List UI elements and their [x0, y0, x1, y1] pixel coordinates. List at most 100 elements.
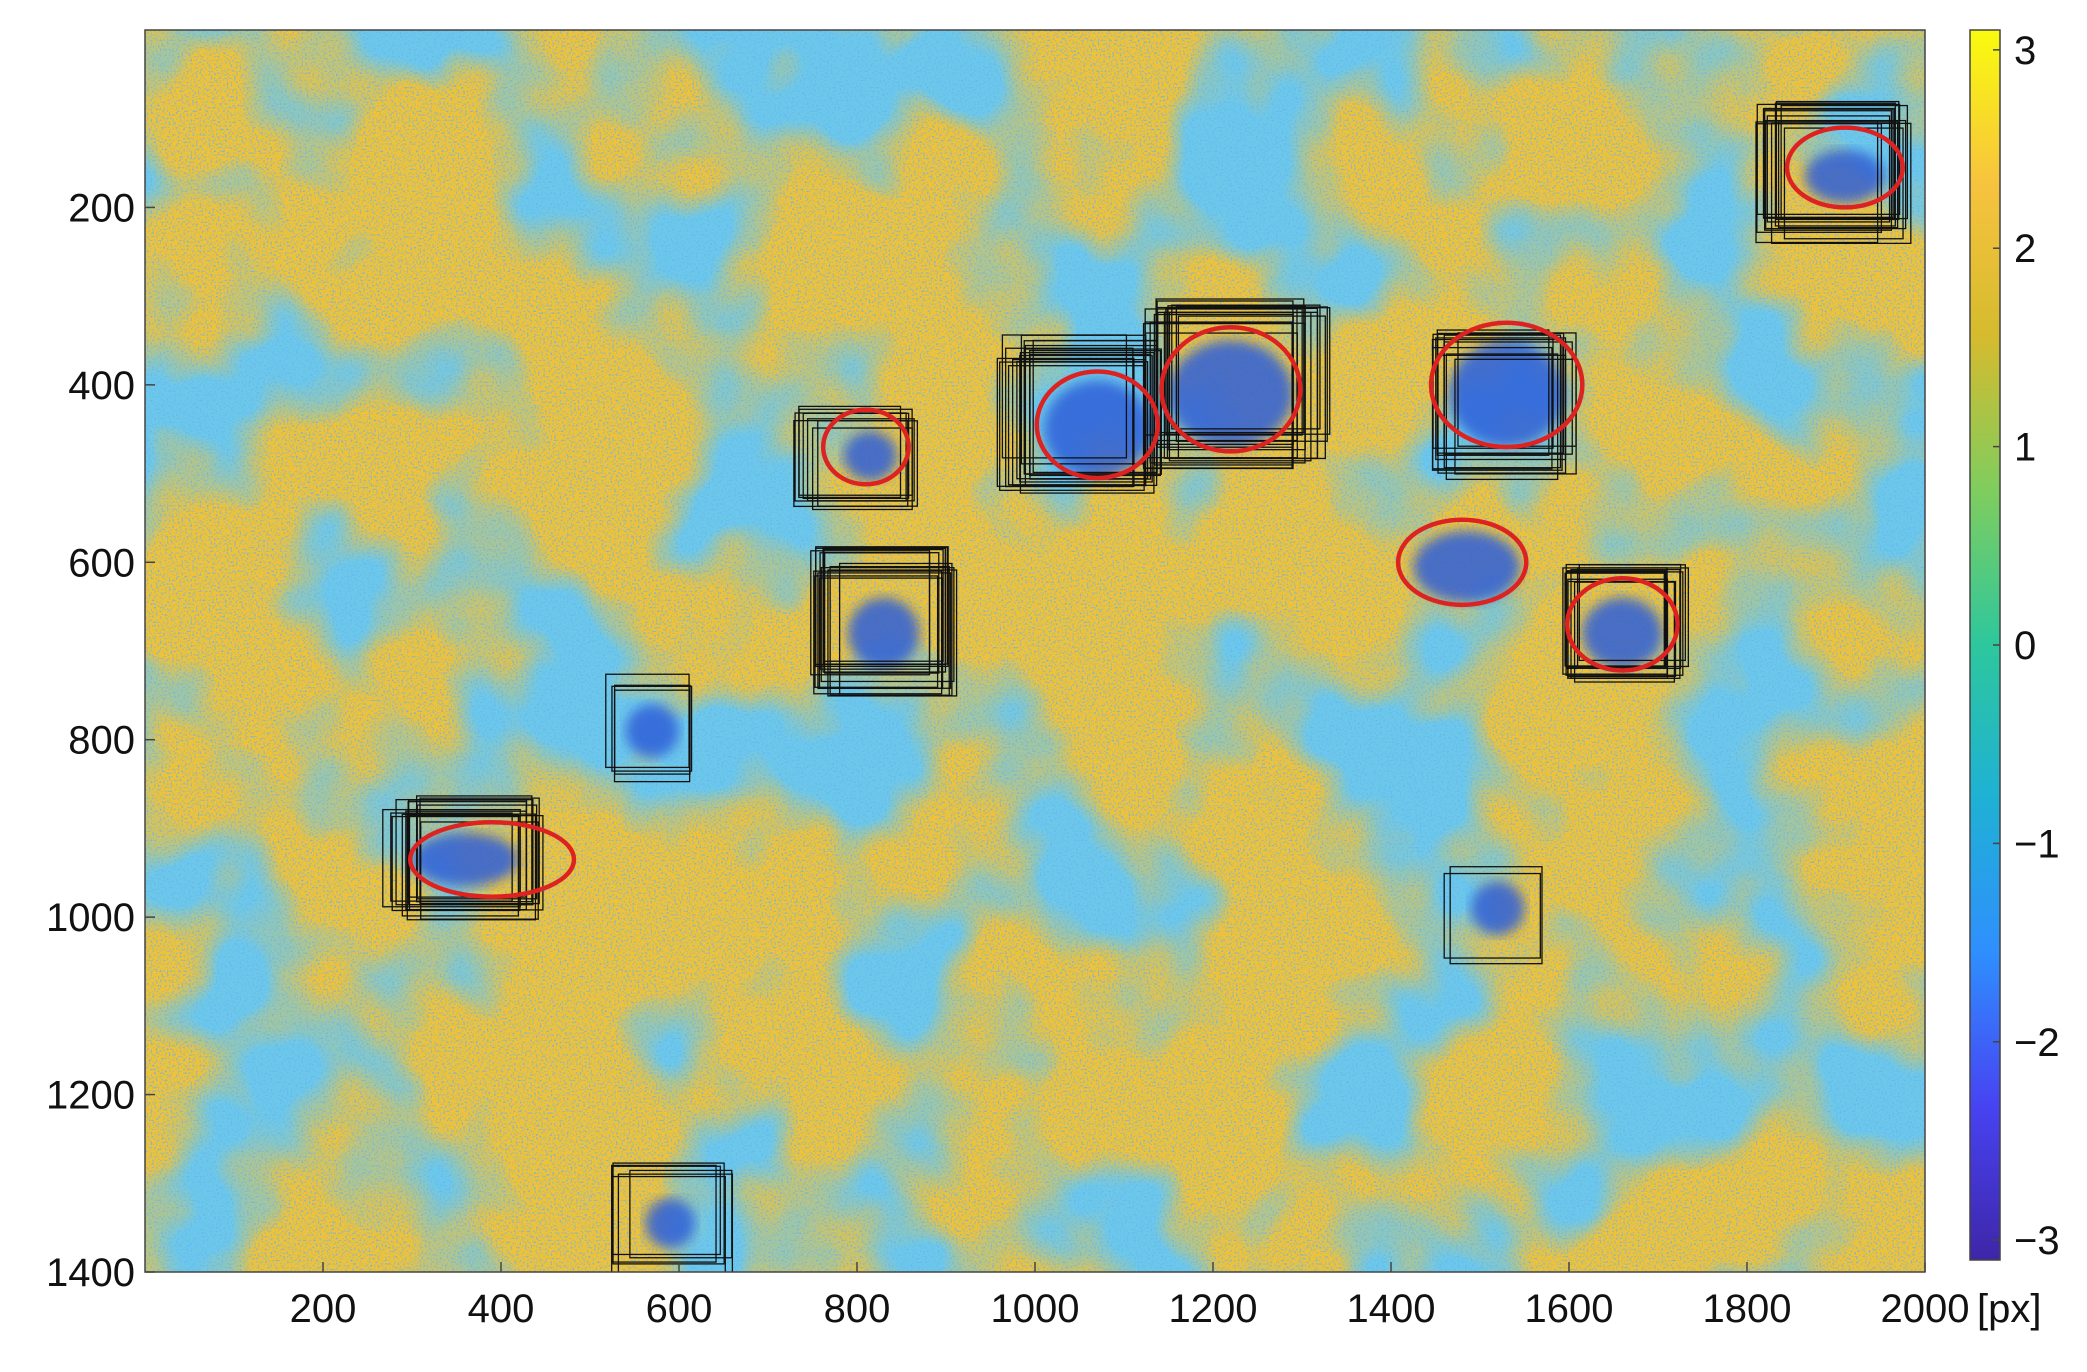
- box-cluster-5: [810, 546, 958, 697]
- x-axis: 200 400 600 800 1000 1200 1400 1600 1800 2000: [290, 1262, 1970, 1331]
- detection-box: [1445, 353, 1559, 481]
- detection-box: [612, 1162, 725, 1265]
- detection-box: [793, 419, 909, 508]
- detection-box: [1171, 304, 1321, 430]
- blue-blob-4: [843, 430, 898, 481]
- blue-blob-10: [1471, 881, 1525, 935]
- detection-box: [611, 1175, 726, 1272]
- y-tick-label: 400: [68, 364, 135, 408]
- detection-box: [1774, 102, 1896, 227]
- colorbar-tick-label: 1: [2014, 426, 2036, 470]
- detection-box: [822, 547, 947, 673]
- detection-box: [1175, 306, 1328, 442]
- red-ellipse-0: [1784, 125, 1906, 210]
- detection-box: [1005, 347, 1134, 488]
- x-tick-label: 1600: [1525, 1287, 1614, 1331]
- heatmap-speckle-noise: [145, 30, 1925, 1272]
- colorbar-tick-label: −3: [2014, 1219, 2060, 1263]
- detection-box: [1573, 581, 1676, 683]
- x-axis-unit-label: [px]: [1977, 1287, 2041, 1331]
- detection-box: [419, 797, 540, 905]
- detection-box: [823, 546, 948, 665]
- detection-box: [1762, 107, 1896, 219]
- blue-blob-11: [645, 1198, 696, 1249]
- red-ellipse-3: [1428, 320, 1585, 450]
- blue-blob-9: [412, 832, 519, 887]
- x-tick-label: 600: [646, 1287, 713, 1331]
- detection-box: [1454, 358, 1577, 475]
- detection-box: [798, 405, 902, 499]
- detection-box: [1024, 348, 1162, 475]
- detection-box: [1770, 122, 1912, 245]
- detection-box: [813, 570, 943, 695]
- detection-box: [1032, 339, 1158, 474]
- y-tick-label: 800: [68, 719, 135, 763]
- colorbar-tick-label: 2: [2014, 227, 2036, 271]
- colorbar-ticks: 3 2 1 0 −1 −2 −3: [1993, 29, 2060, 1263]
- y-tick-label: 600: [68, 541, 135, 585]
- box-cluster-9: [1443, 866, 1543, 965]
- blue-blob-5: [1413, 531, 1521, 603]
- x-tick-label: 2000: [1881, 1287, 1970, 1331]
- detection-box: [824, 552, 940, 674]
- blue-blob-7: [848, 597, 920, 669]
- x-tick-label: 200: [290, 1287, 357, 1331]
- detection-box: [999, 361, 1145, 491]
- detection-box: [1576, 567, 1689, 668]
- detection-box: [1436, 329, 1550, 456]
- detection-box: [1007, 365, 1146, 486]
- detection-box: [1765, 119, 1907, 230]
- detection-box: [827, 569, 958, 697]
- y-axis: 200 400 600 800 1000 1200 1400: [46, 186, 155, 1295]
- y-tick-label: 1200: [46, 1074, 135, 1118]
- detection-box: [1578, 564, 1686, 662]
- red-ellipse-5: [1395, 517, 1529, 608]
- blue-blob-6: [1582, 597, 1663, 669]
- detection-box: [629, 1169, 733, 1259]
- detection-box: [810, 550, 931, 676]
- plot-area: [145, 30, 1925, 1272]
- box-cluster-3: [1431, 329, 1577, 481]
- blue-blob-layer: [412, 149, 1885, 1249]
- detection-box: [1766, 115, 1891, 223]
- detection-box: [415, 795, 533, 903]
- red-ellipse-4: [820, 407, 911, 487]
- blue-blob-0: [1804, 149, 1885, 203]
- x-tick-label: 1800: [1703, 1287, 1792, 1331]
- x-tick-label: 400: [468, 1287, 535, 1331]
- detection-box: [817, 572, 952, 689]
- detection-box: [1019, 354, 1153, 483]
- detection-box: [1449, 866, 1543, 965]
- detection-box: [382, 808, 521, 908]
- detection-box: [820, 567, 955, 683]
- y-tick-label: 1000: [46, 896, 135, 940]
- detection-box: [1775, 100, 1900, 221]
- blue-blob-1: [1168, 340, 1294, 447]
- red-ellipse-7: [407, 819, 577, 899]
- detection-box: [814, 575, 939, 688]
- detection-box: [1177, 315, 1326, 460]
- y-tick-label: 1400: [46, 1251, 135, 1295]
- detection-ellipse-layer: [407, 125, 1906, 899]
- detection-box: [605, 673, 690, 769]
- red-ellipse-1: [1159, 324, 1303, 454]
- blue-blob-2: [1043, 380, 1151, 479]
- detection-box: [806, 418, 915, 502]
- detection-box: [1443, 334, 1562, 469]
- x-tick-label: 1400: [1347, 1287, 1436, 1331]
- colorbar-tick-label: −2: [2014, 1021, 2060, 1065]
- colorbar-tick-label: −1: [2014, 822, 2060, 866]
- detection-box: [1020, 334, 1147, 465]
- colorbar: 3 2 1 0 −1 −2 −3: [1969, 29, 2060, 1263]
- blue-blob-3: [1448, 340, 1565, 447]
- box-cluster-7: [605, 673, 693, 783]
- x-tick-label: 800: [824, 1287, 891, 1331]
- y-tick-label: 200: [68, 186, 135, 230]
- detection-box: [611, 685, 693, 772]
- colorbar-tick-label: 0: [2014, 624, 2036, 668]
- box-cluster-10: [611, 1162, 734, 1272]
- red-ellipse-2: [1034, 369, 1161, 481]
- detection-box: [1777, 121, 1899, 229]
- colorbar-tick-label: 3: [2014, 29, 2036, 73]
